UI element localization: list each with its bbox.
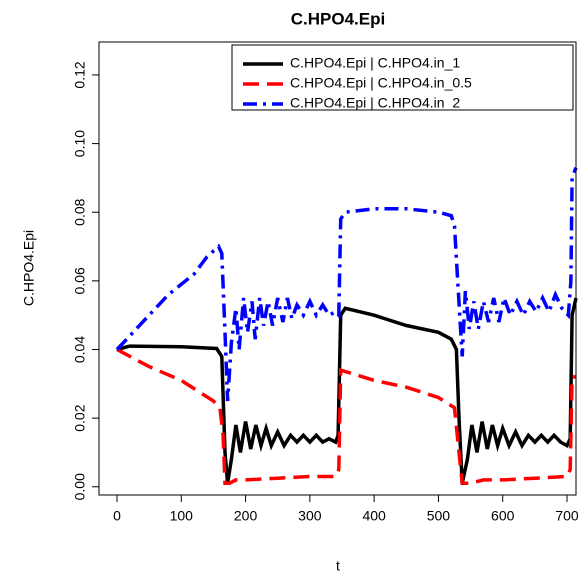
y-tick-label: 0.06 — [72, 267, 88, 294]
y-tick-label: 0.08 — [72, 198, 88, 225]
y-tick-label: 0.00 — [72, 473, 88, 500]
legend-label: C.HPO4.Epi | C.HPO4.in_1 — [290, 55, 460, 71]
series-line — [115, 166, 578, 402]
legend-label: C.HPO4.Epi | C.HPO4.in_2 — [290, 95, 460, 111]
x-tick-label: 600 — [491, 508, 515, 524]
x-tick-label: 400 — [362, 508, 386, 524]
series-line — [116, 347, 576, 486]
x-tick-label: 500 — [427, 508, 451, 524]
y-tick-label: 0.10 — [72, 130, 88, 157]
plot-frame — [98, 41, 577, 496]
y-tick-label: 0.02 — [72, 404, 88, 431]
x-tick-label: 700 — [555, 508, 579, 524]
legend-label: C.HPO4.Epi | C.HPO4.in_0.5 — [290, 75, 472, 91]
legend-box — [231, 44, 574, 111]
x-tick-label: 200 — [234, 508, 258, 524]
y-axis-label: C.HPO4.Epi — [21, 230, 37, 306]
x-axis-label: t — [336, 558, 340, 574]
chart-title: C.HPO4.Epi — [291, 9, 385, 28]
x-tick-label: 300 — [298, 508, 322, 524]
x-tick-label: 0 — [113, 508, 121, 524]
series-line — [116, 297, 578, 484]
y-tick-label: 0.04 — [72, 336, 88, 363]
x-tick-label: 100 — [170, 508, 194, 524]
y-tick-label: 0.12 — [72, 61, 88, 88]
